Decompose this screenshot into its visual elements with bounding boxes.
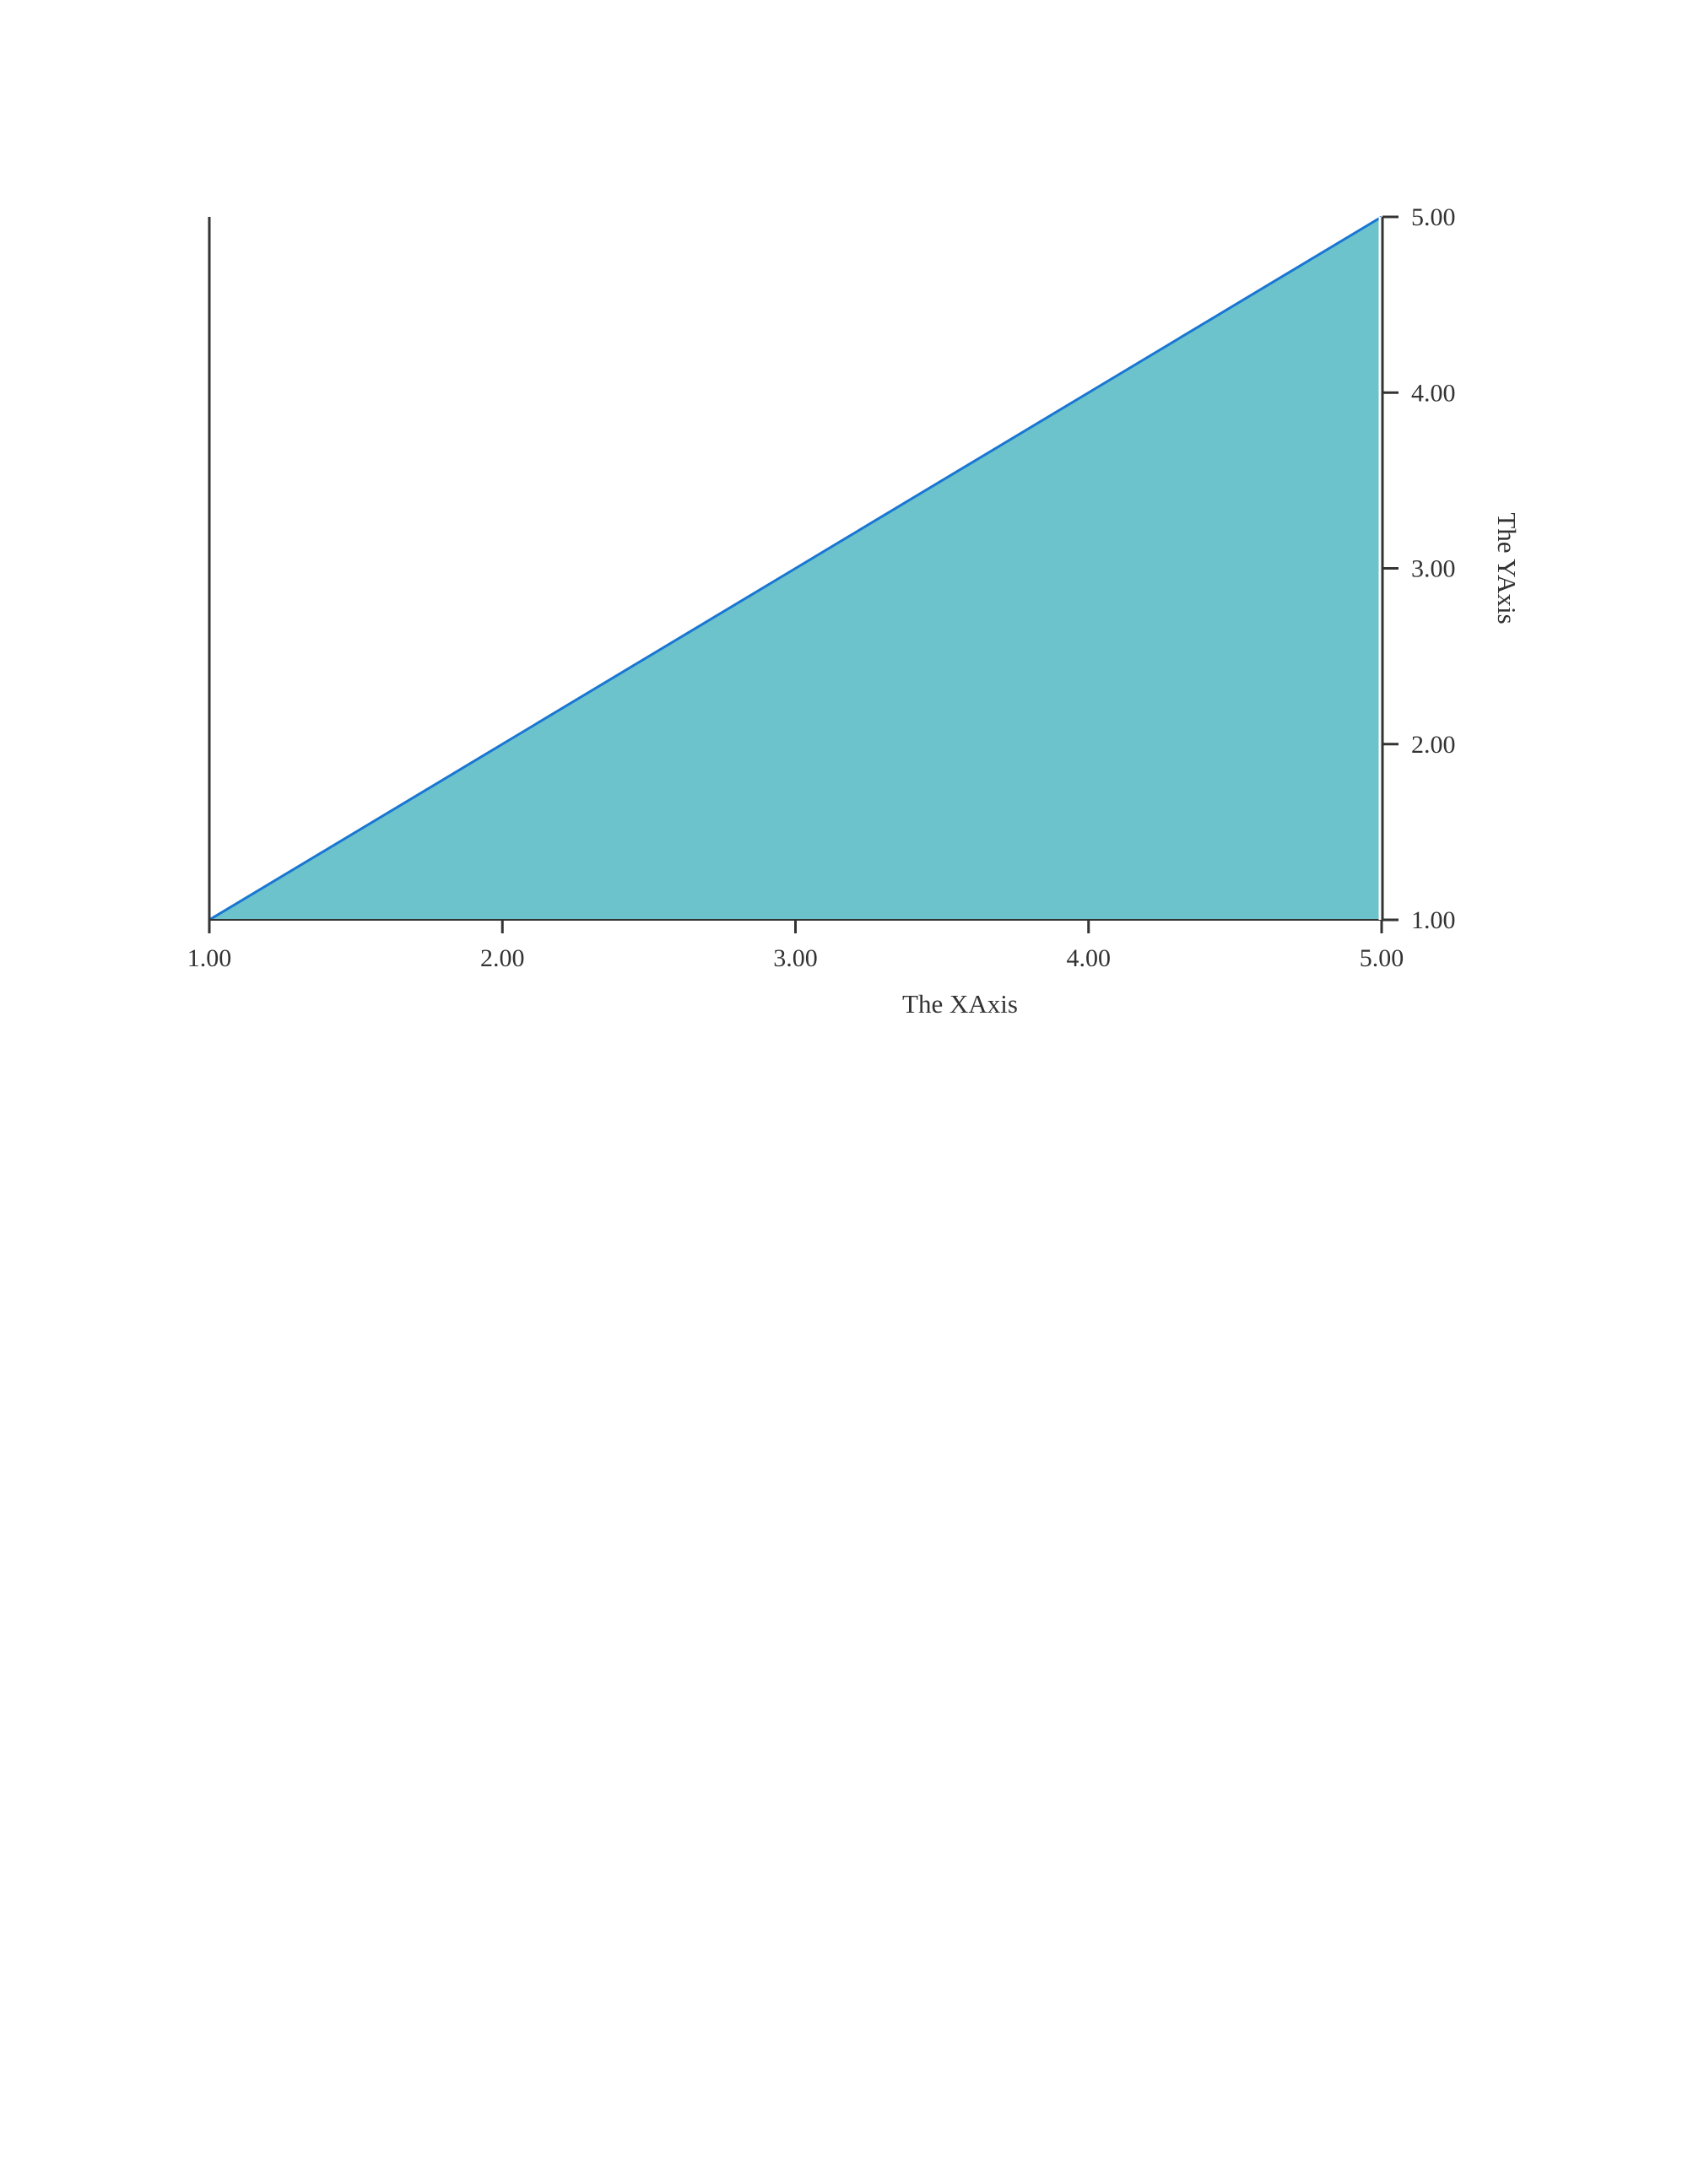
y-tick-label: 4.00 <box>1411 379 1456 407</box>
y-axis-title: The YAxis <box>1492 512 1522 624</box>
y-tick-label: 3.00 <box>1411 555 1456 583</box>
x-tick-label: 2.00 <box>480 944 525 972</box>
y-tick-label: 2.00 <box>1411 731 1456 759</box>
y-tick-label: 5.00 <box>1411 203 1456 231</box>
y-tick-label: 1.00 <box>1411 906 1456 934</box>
x-tick-label: 4.00 <box>1067 944 1112 972</box>
series-line-0 <box>208 215 1382 922</box>
chart-svg: 1.00 2.00 3.00 4.00 5.001.002.003.004.005.00… <box>187 203 1522 1019</box>
x-tick-label: 1.00 <box>187 944 232 972</box>
axis-layer <box>208 215 1399 933</box>
x-tick-label: 5.00 <box>1360 944 1404 972</box>
x-axis-title: The XAxis <box>902 989 1018 1019</box>
x-tick-label: 3.00 <box>773 944 818 972</box>
line-layer <box>208 215 1382 922</box>
chart: 1.00 2.00 3.00 4.00 5.00 1.00 2.00 3.00 4.00 5.00… <box>187 203 1522 1019</box>
label-layer: 1.00 2.00 3.00 4.00 5.001.002.003.004.005.00 <box>187 203 1456 972</box>
